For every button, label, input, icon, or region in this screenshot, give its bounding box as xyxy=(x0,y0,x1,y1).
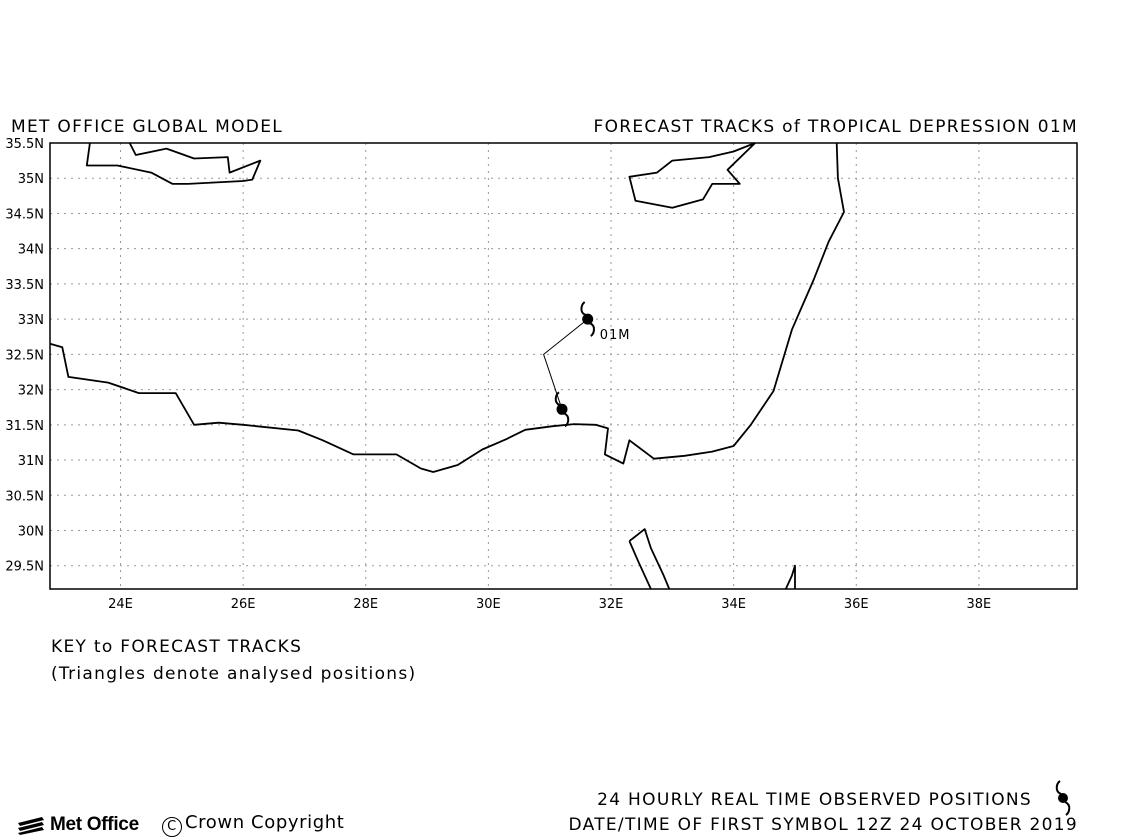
coastline xyxy=(784,564,796,590)
lat-tick-label: 32N xyxy=(18,384,44,399)
first-symbol-datetime: DATE/TIME OF FIRST SYMBOL 12Z 24 OCTOBER… xyxy=(568,815,1078,835)
key-heading: KEY to FORECAST TRACKS xyxy=(51,637,303,657)
lat-tick-label: 34.5N xyxy=(5,207,44,222)
lat-tick-label: 33N xyxy=(18,313,44,328)
lat-tick-label: 35.5N xyxy=(5,137,44,152)
lon-tick-label: 38E xyxy=(967,597,992,612)
lon-tick-label: 36E xyxy=(844,597,869,612)
axis-labels: 35.5N 35N 34.5N 34N 33.5N 33N 32.5N 32N 31.5N 31N… xyxy=(5,137,991,612)
coastlines xyxy=(49,142,845,590)
lat-tick-label: 29.5N xyxy=(5,560,44,575)
copyright-notice: C Crown Copyright xyxy=(162,812,344,837)
lat-tick-label: 34N xyxy=(18,243,44,258)
storm-label: 01M xyxy=(600,328,631,343)
forecast-tracks xyxy=(543,318,589,410)
lon-tick-label: 32E xyxy=(599,597,624,612)
copyright-icon: C xyxy=(162,817,182,837)
lon-tick-label: 26E xyxy=(231,597,256,612)
coastline xyxy=(49,142,845,473)
observed-positions-label: 24 HOURLY REAL TIME OBSERVED POSITIONS xyxy=(597,790,1032,810)
met-office-swoosh-icon xyxy=(18,817,44,835)
lat-tick-label: 30.5N xyxy=(5,489,44,504)
key-note: (Triangles denote analysed positions) xyxy=(51,664,417,684)
lon-tick-label: 28E xyxy=(353,597,378,612)
coastline xyxy=(85,142,262,185)
storm-symbol-icon: 01M xyxy=(580,301,631,343)
lon-tick-label: 30E xyxy=(476,597,501,612)
lat-tick-label: 30N xyxy=(18,525,44,540)
met-office-logo-text: Met Office xyxy=(50,814,139,835)
forecast-track-line xyxy=(543,318,589,410)
storm-symbol-icon xyxy=(554,391,570,428)
lat-tick-label: 31N xyxy=(18,454,44,469)
model-title: MET OFFICE GLOBAL MODEL xyxy=(11,117,284,137)
lat-tick-label: 31.5N xyxy=(5,419,44,434)
met-office-logo: Met Office xyxy=(16,812,139,838)
map-frame xyxy=(49,142,1078,590)
grid-lines xyxy=(50,143,1077,589)
copyright-text: Crown Copyright xyxy=(185,812,345,833)
lat-tick-label: 32.5N xyxy=(5,348,44,363)
chart-title: FORECAST TRACKS of TROPICAL DEPRESSION 0… xyxy=(593,117,1078,137)
lon-tick-label: 34E xyxy=(721,597,746,612)
coastline xyxy=(628,142,756,209)
storm-symbols: 01M xyxy=(554,301,631,428)
coastline xyxy=(628,528,671,590)
lat-tick-label: 35N xyxy=(18,172,44,187)
legend-storm-icon xyxy=(1055,780,1071,816)
lon-tick-label: 24E xyxy=(108,597,133,612)
coastline xyxy=(628,540,652,590)
lat-tick-label: 33.5N xyxy=(5,278,44,293)
